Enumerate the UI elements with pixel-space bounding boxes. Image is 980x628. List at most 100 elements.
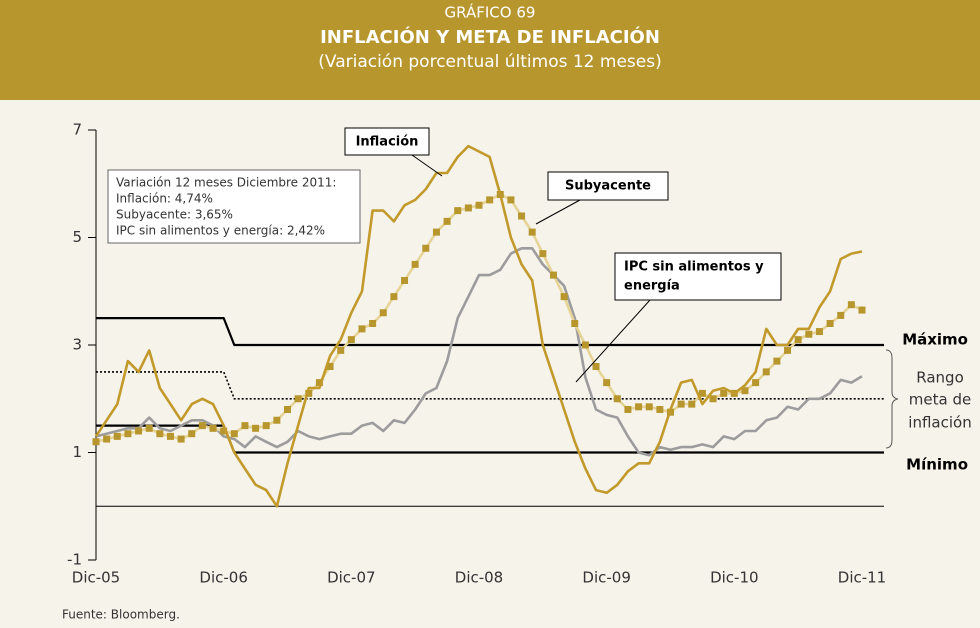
series-marker (124, 430, 132, 438)
series-marker (539, 250, 547, 258)
x-tick-label: Dic-10 (710, 569, 758, 587)
series-marker (805, 330, 813, 338)
series-marker (188, 430, 196, 438)
y-tick-label: 3 (72, 336, 82, 354)
series-marker (560, 293, 568, 301)
series-marker (784, 346, 792, 354)
callout-pointer (535, 199, 581, 225)
callout-pointer (411, 154, 443, 177)
series-marker (113, 432, 121, 440)
x-tick-label: Dic-11 (838, 569, 886, 587)
series-marker (422, 244, 430, 252)
series-marker (209, 424, 217, 432)
callout-pointer (575, 299, 651, 383)
note-frame (107, 169, 361, 244)
x-tick-label: Dic-09 (582, 569, 630, 587)
series-marker (858, 306, 866, 314)
x-tick-label: Dic-06 (199, 569, 247, 587)
series-marker (826, 320, 834, 327)
chart-title: INFLACIÓN Y META DE INFLACIÓN (320, 26, 660, 48)
series-marker (603, 379, 611, 387)
note-line: Variación 12 meses Diciembre 2011: (116, 176, 336, 190)
series-marker (815, 328, 823, 336)
series-marker (145, 424, 153, 432)
series-marker (358, 325, 366, 333)
series-marker (411, 260, 419, 268)
series-marker (486, 196, 494, 204)
range-brace (885, 349, 899, 449)
series-marker (847, 301, 855, 309)
series-marker (571, 320, 579, 327)
series-marker (581, 341, 589, 349)
series-marker (369, 320, 377, 327)
series-marker (528, 228, 536, 236)
series-marker (337, 346, 345, 354)
note-box: Variación 12 meses Diciembre 2011: Infla… (107, 169, 361, 244)
series-marker (92, 438, 100, 446)
series-line (94, 144, 863, 508)
series-marker (635, 403, 643, 411)
series-marker (475, 201, 483, 209)
series-marker (347, 336, 355, 344)
series-marker (518, 212, 526, 220)
series-marker (762, 368, 770, 376)
series-marker (262, 422, 270, 430)
series-marker (773, 357, 781, 365)
y-tick-label: -1 (67, 551, 82, 569)
series-marker (230, 430, 238, 438)
series-marker (454, 207, 462, 215)
max-label: Máximo (902, 331, 968, 349)
callout-label: energía (624, 279, 680, 294)
header-band (0, 0, 980, 100)
series-marker (273, 416, 281, 424)
series-marker (177, 435, 185, 443)
callout-label: Subyacente (565, 179, 651, 194)
series-marker (698, 389, 706, 397)
x-tick-label: Dic-07 (327, 569, 375, 587)
series-marker (592, 363, 600, 370)
series-marker (613, 395, 621, 403)
x-tick-label: Dic-05 (72, 569, 120, 587)
series-marker (401, 277, 409, 284)
series-marker (294, 395, 302, 403)
series-marker (464, 204, 472, 212)
callout-label: IPC sin alimentos y (624, 260, 764, 275)
series-marker (198, 422, 206, 430)
series-marker (379, 309, 387, 317)
min-label: Mínimo (906, 456, 968, 474)
series-marker (135, 427, 143, 435)
y-tick-label: 1 (72, 443, 82, 461)
series-marker (656, 406, 664, 413)
series-marker (507, 196, 515, 204)
y-tick-label: 5 (72, 228, 82, 246)
callout-frame (547, 171, 669, 201)
series-marker (837, 311, 845, 319)
series-marker (156, 430, 164, 438)
series-marker (741, 387, 749, 395)
series-marker (752, 379, 760, 387)
series-line (96, 371, 884, 400)
series-marker (241, 422, 249, 430)
series-line (95, 247, 863, 457)
note-line: Inflación: 4,74% (116, 192, 213, 206)
plot: -1 1 3 5 7 Dic-05 Dic-06 Dic-07 Dic-08 Dic-09 Dic-… (67, 121, 886, 587)
series-marker (720, 389, 728, 397)
range-label: meta de (909, 391, 971, 409)
chart-number: GRÁFICO 69 (445, 3, 536, 22)
series-marker (326, 363, 334, 370)
series-marker (549, 271, 557, 279)
note-line: IPC sin alimentos y energía: 2,42% (116, 224, 325, 238)
note-line: Subyacente: 3,65% (116, 208, 233, 222)
callout-frame (344, 127, 430, 156)
series-marker (103, 435, 111, 443)
range-label: Rango (916, 369, 964, 387)
callout-frame (614, 252, 782, 301)
y-tick-label: 7 (72, 121, 82, 139)
series-marker (443, 217, 451, 225)
series-marker (166, 432, 174, 440)
series-marker (794, 336, 802, 344)
series-marker (677, 400, 685, 408)
series-marker (709, 395, 717, 403)
